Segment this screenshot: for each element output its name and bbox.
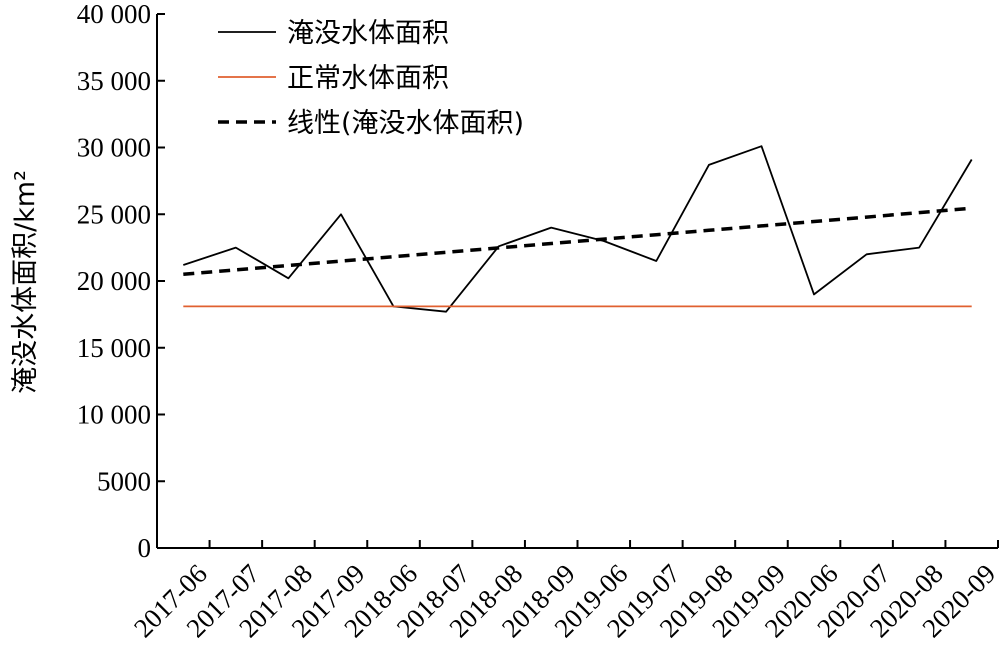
series-line: [183, 206, 972, 277]
legend-label: 淹没水体面积: [287, 18, 449, 49]
y-tick-label: 25 000: [77, 199, 151, 229]
y-tick-label: 35 000: [77, 66, 151, 96]
y-tick-labels: 0 5000 10 000 15 000 20 000 25 000 30 000 35 00…: [77, 0, 151, 563]
legend-label: 正常水体面积: [287, 63, 449, 94]
y-tick-label: 5000: [97, 466, 151, 496]
y-tick-label: 0: [138, 533, 152, 563]
y-axis-title: 淹没水体面积/km²: [10, 170, 41, 394]
y-tick-label: 20 000: [77, 266, 151, 296]
y-tick-label: 10 000: [77, 400, 151, 430]
y-tick-label: 15 000: [77, 333, 151, 363]
y-tick-label: 30 000: [77, 133, 151, 163]
series-line: [183, 145, 973, 313]
y-tick-label: 40 000: [77, 0, 151, 29]
axes: [156, 13, 999, 549]
x-tick-labels: 2017-062017-072017-082017-092018-062018-…: [128, 558, 1000, 643]
legend-label: 线性(淹没水体面积): [287, 108, 524, 139]
series-lines: [183, 145, 973, 313]
